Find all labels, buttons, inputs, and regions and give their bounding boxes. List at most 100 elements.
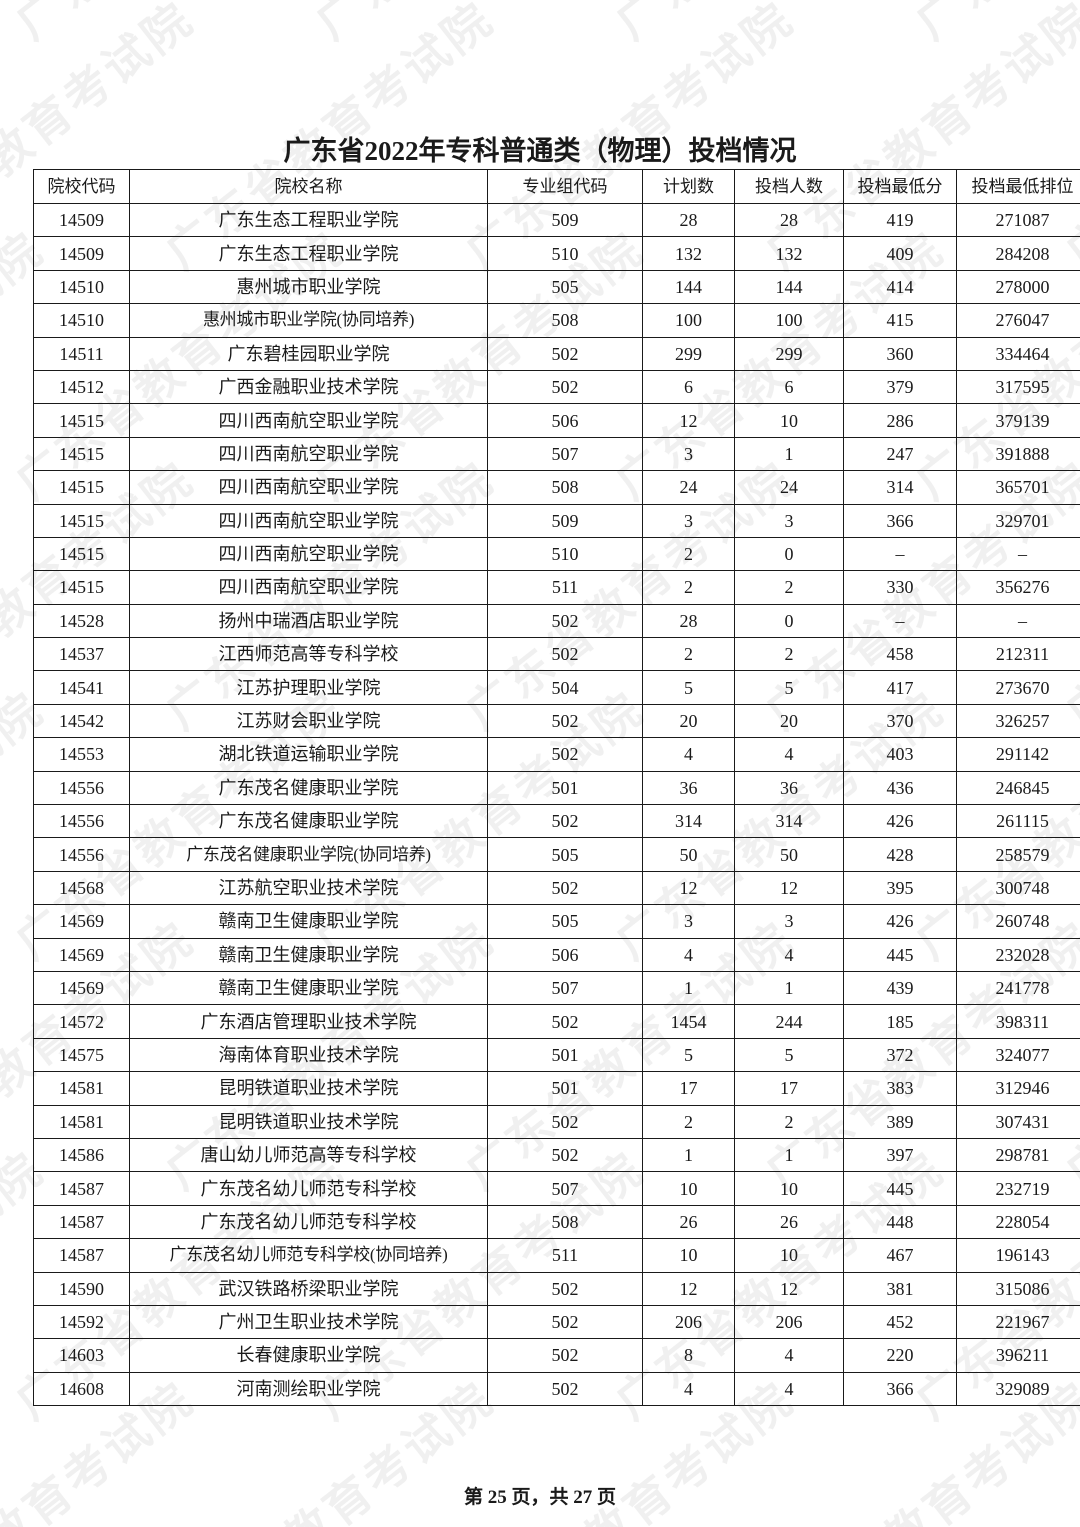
column-header-min-rank: 投档最低排位 (956, 169, 1080, 204)
cell-group: 502 (487, 737, 643, 772)
cell-rank: 196143 (956, 1238, 1080, 1273)
column-header-school-code: 院校代码 (33, 169, 130, 204)
cell-score: 417 (843, 670, 957, 705)
cell-group: 505 (487, 904, 643, 939)
cell-name: 广东茂名健康职业学院(协同培养) (129, 837, 488, 872)
cell-admit: 20 (734, 703, 844, 739)
cell-group: 502 (487, 336, 643, 371)
cell-name: 海南体育职业技术学院 (129, 1037, 488, 1073)
cell-score: 372 (843, 1037, 957, 1073)
table-row: 14515 四川西南航空职业学院 509 3 3 366 329701 (33, 503, 1080, 538)
cell-group: 502 (487, 1137, 643, 1173)
cell-admit: 1 (734, 436, 844, 472)
cell-name: 广东茂名幼儿师范专科学校(协同培养) (129, 1238, 488, 1273)
cell-code: 14542 (33, 703, 130, 739)
cell-group: 510 (487, 236, 643, 271)
cell-code: 14569 (33, 937, 130, 972)
column-header-plan-count: 计划数 (642, 169, 735, 204)
cell-name: 河南测绘职业学院 (129, 1371, 488, 1407)
cell-name: 四川西南航空职业学院 (129, 536, 488, 572)
cell-plan: 50 (642, 837, 735, 872)
cell-code: 14556 (33, 837, 130, 872)
cell-code: 14541 (33, 670, 130, 705)
table-row: 14608 河南测绘职业学院 502 4 4 366 329089 (33, 1371, 1080, 1407)
cell-group: 502 (487, 1104, 643, 1139)
column-header-school-name: 院校名称 (129, 169, 488, 204)
cell-admit: 4 (734, 1371, 844, 1407)
cell-name: 赣南卫生健康职业学院 (129, 937, 488, 972)
cell-plan: 299 (642, 336, 735, 371)
cell-admit: 244 (734, 1004, 844, 1039)
cell-plan: 4 (642, 937, 735, 972)
cell-code: 14575 (33, 1037, 130, 1073)
cell-score: 286 (843, 403, 957, 438)
table-row: 14510 惠州城市职业学院 505 144 144 414 278000 (33, 269, 1080, 305)
cell-score: 397 (843, 1137, 957, 1173)
cell-admit: 4 (734, 937, 844, 972)
cell-plan: 10 (642, 1238, 735, 1273)
table-row: 14510 惠州城市职业学院(协同培养) 508 100 100 415 276047 (33, 303, 1080, 338)
cell-code: 14587 (33, 1171, 130, 1206)
table-row: 14511 广东碧桂园职业学院 502 299 299 360 334464 (33, 336, 1080, 371)
cell-name: 广州卫生职业技术学院 (129, 1304, 488, 1340)
cell-plan: 2 (642, 1104, 735, 1139)
cell-plan: 24 (642, 470, 735, 505)
cell-code: 14581 (33, 1071, 130, 1106)
cell-code: 14586 (33, 1137, 130, 1173)
cell-admit: 3 (734, 904, 844, 939)
cell-plan: 3 (642, 904, 735, 939)
cell-plan: 8 (642, 1338, 735, 1373)
cell-name: 广东酒店管理职业技术学院 (129, 1004, 488, 1039)
cell-admit: 5 (734, 1037, 844, 1073)
cell-admit: 2 (734, 1104, 844, 1139)
cell-name: 江苏财会职业学院 (129, 703, 488, 739)
cell-group: 508 (487, 303, 643, 338)
cell-admit: 2 (734, 570, 844, 605)
cell-code: 14553 (33, 737, 130, 772)
cell-admit: 100 (734, 303, 844, 338)
cell-group: 502 (487, 870, 643, 906)
cell-rank: 324077 (956, 1037, 1080, 1073)
table-row: 14515 四川西南航空职业学院 507 3 1 247 391888 (33, 436, 1080, 472)
cell-group: 502 (487, 603, 643, 639)
cell-plan: 2 (642, 536, 735, 572)
cell-score: 426 (843, 904, 957, 939)
cell-group: 502 (487, 1304, 643, 1340)
cell-plan: 2 (642, 637, 735, 672)
cell-group: 509 (487, 503, 643, 538)
cell-score: 436 (843, 770, 957, 806)
cell-code: 14590 (33, 1271, 130, 1306)
table-row: 14542 江苏财会职业学院 502 20 20 370 326257 (33, 703, 1080, 739)
cell-rank: 317595 (956, 369, 1080, 405)
cell-group: 501 (487, 770, 643, 806)
cell-plan: 10 (642, 1171, 735, 1206)
cell-group: 502 (487, 1271, 643, 1306)
cell-score: 439 (843, 970, 957, 1006)
column-header-min-score: 投档最低分 (843, 169, 957, 204)
cell-group: 501 (487, 1071, 643, 1106)
cell-score: 419 (843, 202, 957, 238)
table-row: 14556 广东茂名健康职业学院 502 314 314 426 261115 (33, 804, 1080, 839)
cell-name: 昆明铁道职业技术学院 (129, 1104, 488, 1139)
cell-plan: 3 (642, 436, 735, 472)
cell-code: 14556 (33, 770, 130, 806)
cell-group: 508 (487, 1204, 643, 1240)
table-header: 院校代码 院校名称 专业组代码 计划数 投档人数 投档最低分 投档最低排位 (33, 169, 1080, 204)
cell-name: 江苏航空职业技术学院 (129, 870, 488, 906)
cell-rank: 298781 (956, 1137, 1080, 1173)
cell-rank: 221967 (956, 1304, 1080, 1340)
table-row: 14515 四川西南航空职业学院 510 2 0– – (33, 536, 1080, 572)
cell-group: 507 (487, 436, 643, 472)
admission-table: 院校代码 院校名称 专业组代码 计划数 投档人数 投档最低分 投档最低排位 14… (33, 169, 1080, 1407)
cell-admit: 26 (734, 1204, 844, 1240)
cell-plan: 1454 (642, 1004, 735, 1039)
cell-admit: 28 (734, 202, 844, 238)
cell-plan: 20 (642, 703, 735, 739)
cell-rank: 273670 (956, 670, 1080, 705)
cell-code: 14515 (33, 570, 130, 605)
cell-score: 366 (843, 1371, 957, 1407)
table-row: 14586 唐山幼儿师范高等专科学校 502 1 1 397 298781 (33, 1137, 1080, 1173)
table-row: 14587 广东茂名幼儿师范专科学校 508 26 26 448 228054 (33, 1204, 1080, 1240)
table-row: 14512 广西金融职业技术学院 502 6 6 379 317595 (33, 369, 1080, 405)
cell-admit: 0 (734, 536, 844, 572)
